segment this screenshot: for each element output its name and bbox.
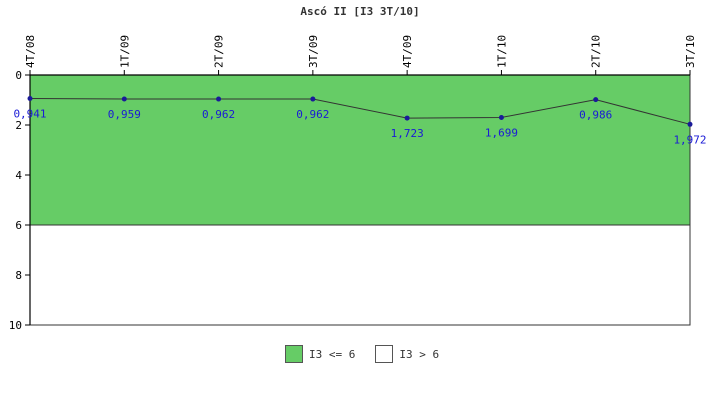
data-label: 0,986: [579, 109, 612, 122]
data-point: [310, 96, 316, 102]
band-2: [29, 224, 691, 326]
data-label: 0,941: [13, 108, 46, 121]
legend-swatch-white: [375, 345, 394, 363]
chart-title: Ascó II [I3 3T/10]: [300, 5, 419, 18]
x-ticks: 4T/08 1T/09 2T/09 3T/09 4T/09 1T/10 2T/10 3T/10: [24, 35, 697, 75]
data-label: 0,962: [296, 108, 329, 121]
data-point: [498, 114, 504, 120]
y-tick-label: 0: [15, 69, 22, 82]
data-point: [404, 115, 410, 121]
data-point: [121, 96, 127, 102]
y-tick-label: 10: [9, 319, 22, 332]
series: [27, 96, 693, 127]
data-labels: 0,941 0,959 0,962 0,962 1,723 1,699 0,986 1,972: [13, 108, 706, 147]
legend-label: I3 <= 6: [309, 347, 356, 361]
legend: I3 <= 6 I3 > 6: [285, 345, 459, 363]
data-label: 1,972: [673, 133, 706, 146]
y-tick-label: 8: [15, 269, 22, 282]
x-tick-label: 2T/10: [590, 35, 603, 68]
y-tick-label: 6: [15, 219, 22, 232]
x-tick-label: 3T/10: [684, 35, 697, 68]
y-tick-label: 4: [15, 169, 22, 182]
bands: [29, 74, 691, 326]
data-point: [593, 97, 599, 103]
legend-swatch-green: [285, 345, 303, 363]
legend-item-band-1: I3 <= 6: [285, 345, 355, 363]
legend-label: I3 > 6: [399, 347, 440, 361]
x-tick-label: 2T/09: [213, 35, 226, 68]
x-tick-label: 4T/08: [24, 35, 37, 68]
series-line: [29, 98, 691, 125]
x-tick-label: 3T/09: [307, 35, 320, 68]
x-tick-label: 1T/10: [495, 35, 508, 68]
y-tick-label: 2: [15, 119, 22, 132]
data-point: [27, 96, 33, 102]
axes: [29, 74, 690, 325]
data-point: [687, 121, 693, 127]
data-label: 0,959: [108, 108, 141, 121]
data-point: [216, 96, 222, 102]
x-tick-label: 4T/09: [401, 35, 414, 68]
band-1: [29, 74, 691, 226]
data-label: 1,723: [391, 127, 424, 140]
y-ticks: 0 2 4 6 8 10: [9, 69, 30, 332]
data-label: 0,962: [202, 108, 235, 121]
x-tick-label: 1T/09: [118, 35, 131, 68]
legend-item-band-2: I3 > 6: [375, 345, 439, 363]
data-label: 1,699: [485, 126, 518, 139]
